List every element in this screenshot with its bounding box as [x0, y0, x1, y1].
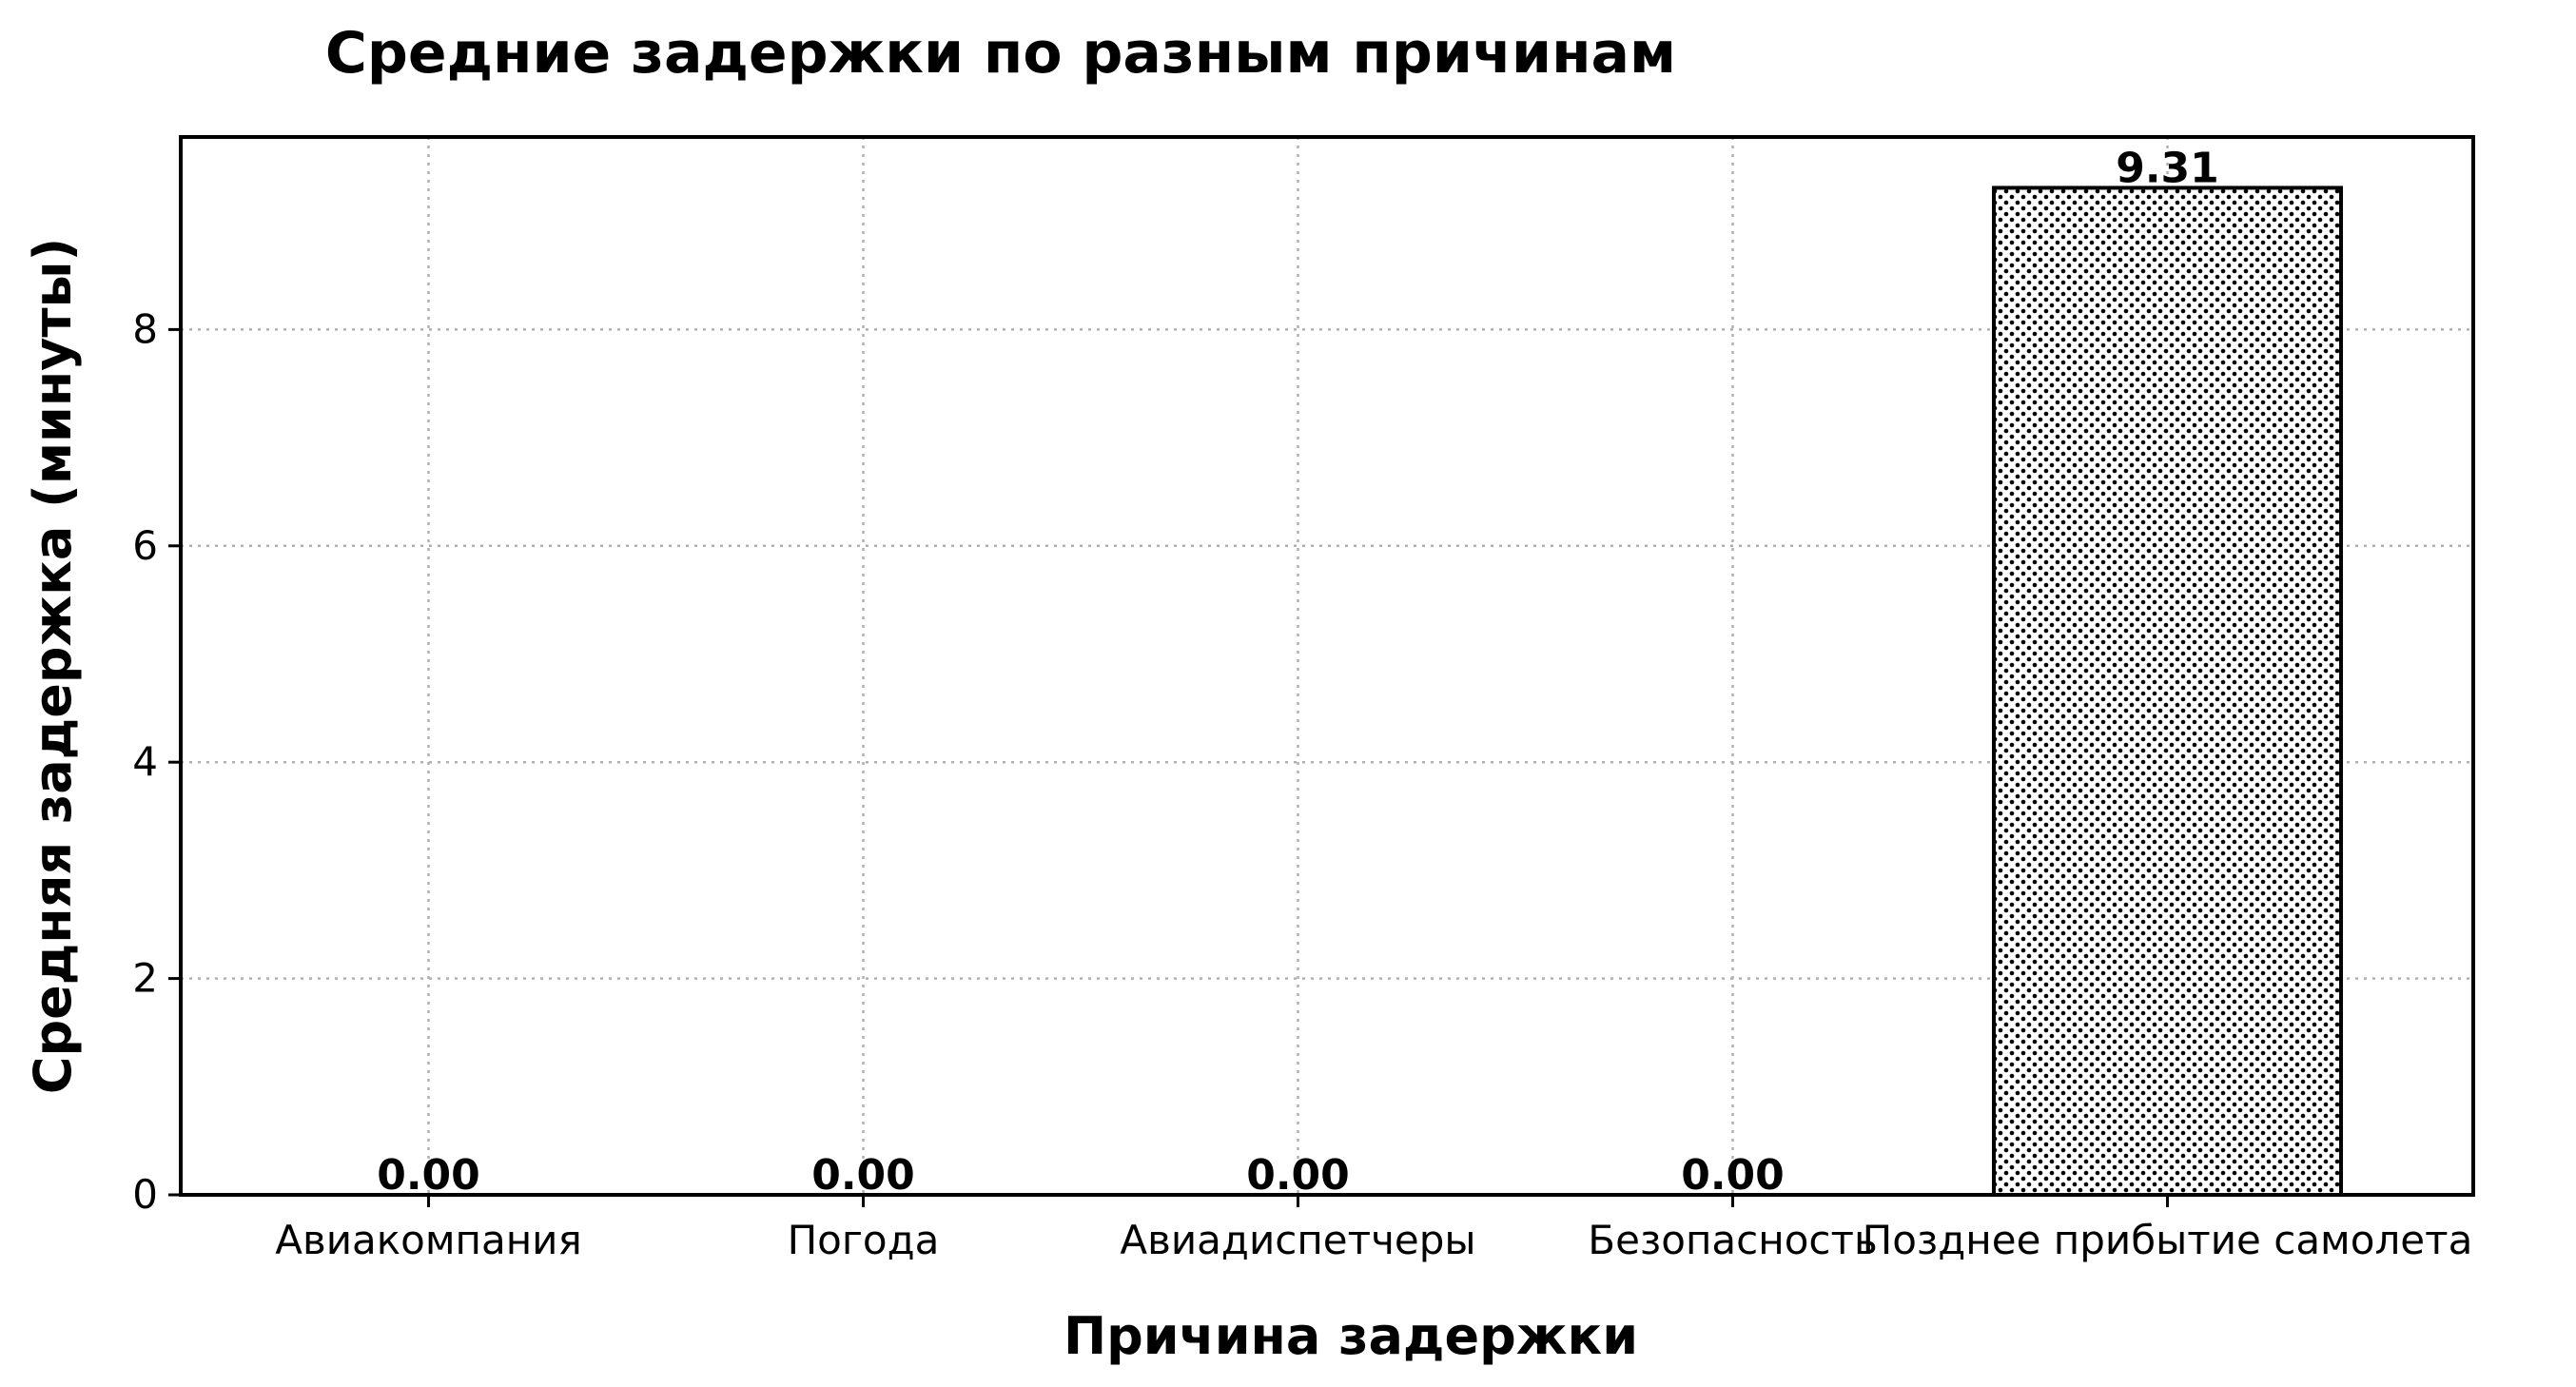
bar-value-label: 0.00 [1246, 1151, 1350, 1200]
x-axis-ticks: Авиакомпания Погода Авиадиспетчеры Безопасн… [275, 1195, 2472, 1263]
y-axis-label: Средняя задержка (минуты) [23, 238, 83, 1094]
bars [1992, 186, 2343, 1197]
bar-value-label: 9.31 [2116, 144, 2219, 192]
bar-value-label: 0.00 [377, 1151, 480, 1200]
x-tick-label: Авиакомпания [275, 1217, 582, 1263]
value-labels: 0.00 0.00 0.00 0.00 9.31 [377, 144, 2219, 1200]
x-tick-label: Погода [788, 1217, 940, 1263]
x-axis-label: Причина задержки [1064, 1306, 1638, 1366]
bar-value-label: 0.00 [1681, 1151, 1785, 1200]
y-tick-label: 2 [132, 955, 158, 1002]
x-tick-label: Позднее прибытие самолета [1863, 1217, 2473, 1263]
chart-title: Средние задержки по разным причинам [325, 20, 1676, 87]
plot-frame [179, 135, 2475, 1197]
x-tick-label: Безопасность [1588, 1217, 1877, 1263]
y-tick-label: 6 [132, 522, 158, 569]
bar [1992, 186, 2343, 1197]
y-tick-label: 8 [132, 305, 158, 352]
y-tick-label: 4 [132, 738, 158, 785]
y-axis-ticks: 0 2 4 6 8 [132, 305, 181, 1218]
x-tick-label: Авиадиспетчеры [1120, 1217, 1475, 1263]
y-tick-label: 0 [132, 1171, 158, 1218]
bar-value-label: 0.00 [811, 1151, 915, 1200]
